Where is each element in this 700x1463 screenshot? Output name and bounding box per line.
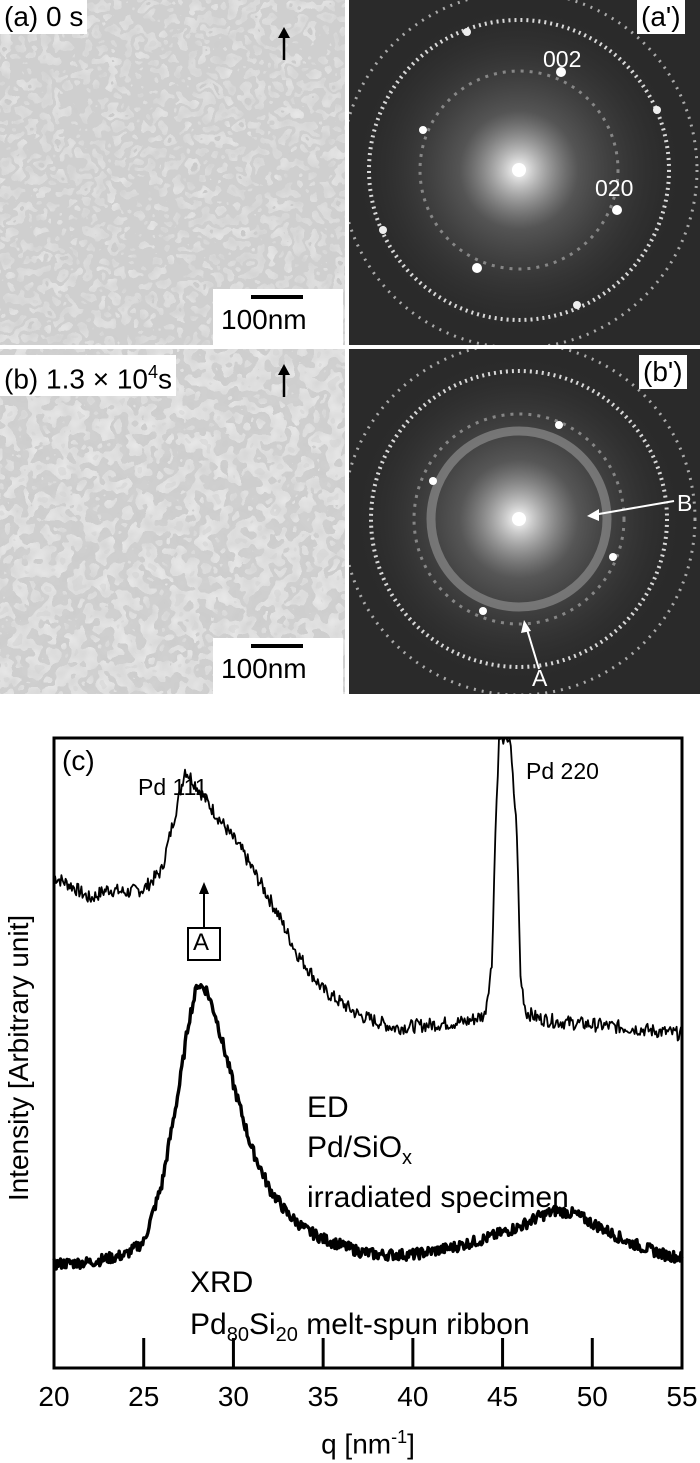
panel-a-prime-diffraction: (a') 002 020 (349, 0, 700, 345)
panel-b-grain-texture (0, 349, 345, 694)
panel-b-arrow-icon (278, 364, 290, 397)
panel-a-tag: (a) 0 s (0, 0, 88, 34)
legend-xrd-ribbon: melt-spun ribbon (297, 1308, 530, 1341)
panel-a-tag-text: (a) (4, 1, 39, 32)
plot-series (52, 737, 684, 1271)
series-line-xrd (52, 983, 684, 1271)
x-tick-label-30: 30 (218, 1381, 249, 1412)
panel-c-tag: (c) (62, 745, 95, 776)
legend-ed-pdsio: Pd/SiO (307, 1131, 403, 1164)
panel-b-time-exponent: 4 (148, 362, 159, 382)
legend-ed-line1: ED (307, 1091, 349, 1124)
marker-A-arrow-icon (187, 882, 221, 961)
x-tick-label-45: 45 (487, 1381, 518, 1412)
panel-b-prime-diffraction: (b') B A (349, 349, 700, 694)
panel-b-time-mantissa: 1.3 × 10 (46, 363, 148, 395)
x-tick-label-50: 50 (577, 1381, 608, 1412)
panel-b-prime-pattern (349, 349, 697, 694)
panel-a-arrow-icon (278, 27, 290, 60)
legend-xrd-line2: Pd80Si20 melt-spun ribbon (190, 1304, 530, 1356)
x-axis-label: q [nm-1] (0, 1420, 700, 1461)
panel-b-prime-tag: (b') (639, 355, 687, 389)
legend-xrd-si: Si (248, 1308, 276, 1341)
panel-a-time: 0 s (46, 1, 84, 32)
panel-b-scale-line (251, 644, 303, 648)
panel-a-micrograph: (a) 0 s 100nm (0, 0, 345, 345)
panel-a-grain-texture (0, 0, 345, 345)
x-axis-ticks: 20 25 30 35 40 45 50 55 (38, 1338, 698, 1412)
ring-label-A: A (532, 665, 548, 691)
panel-a-prime-pattern (349, 0, 699, 345)
panel-b-scale-bar: 100nm (213, 638, 343, 694)
x-axis-label-close: ] (407, 1428, 415, 1460)
legend-ed-line3: irradiated specimen (307, 1181, 569, 1214)
panel-b-scale-label: 100nm (221, 653, 307, 684)
panel-b-micrograph: (b) 1.3 × 104s 100nm (0, 349, 345, 694)
intensity-profile-chart: 20 25 30 35 40 45 50 55 (38, 736, 698, 1412)
x-tick-label-55: 55 (666, 1381, 697, 1412)
legend-ed: ED Pd/SiOx irradiated specimen (307, 1088, 569, 1218)
plot-frame (52, 736, 684, 1370)
pd111-label: Pd 111 (138, 774, 208, 800)
x-tick-label-25: 25 (128, 1381, 159, 1412)
legend-ed-subscript-x: x (402, 1147, 413, 1169)
ring-label-B: B (677, 490, 693, 516)
x-axis-label-text: q [nm (321, 1428, 392, 1460)
panel-b-tag: (b) 1.3 × 104s (0, 355, 177, 397)
panel-b-time-unit: s (158, 363, 173, 395)
spot-label-020: 020 (595, 175, 634, 201)
y-axis-label-text: Intensity [Arbitrary unit] (3, 914, 34, 1202)
marker-A-label: A (193, 929, 210, 956)
legend-xrd-line1: XRD (190, 1266, 254, 1299)
legend-xrd: XRD Pd80Si20 melt-spun ribbon (190, 1262, 530, 1356)
panel-a-scale-line (251, 295, 303, 299)
legend-ed-line2: Pd/SiOx (307, 1128, 569, 1178)
panel-b-prime-pointers (521, 500, 675, 670)
series-line-ed (53, 737, 683, 1042)
x-tick-label-40: 40 (397, 1381, 428, 1412)
panel-b-tag-text: (b) (4, 363, 39, 395)
legend-xrd-sub-20: 20 (275, 1324, 298, 1346)
legend-xrd-sub-80: 80 (226, 1324, 249, 1346)
panel-a-prime-tag: (a') (637, 0, 685, 34)
x-tick-label-35: 35 (308, 1381, 339, 1412)
spot-label-002: 002 (543, 46, 582, 72)
legend-xrd-pd: Pd (190, 1308, 227, 1341)
y-axis-label: Intensity [Arbitrary unit] (0, 878, 39, 1238)
x-axis-label-exponent: -1 (391, 1427, 408, 1447)
x-tick-label-20: 20 (38, 1381, 69, 1412)
panel-a-scale-label: 100nm (221, 304, 307, 335)
pd220-label: Pd 220 (526, 758, 599, 784)
panel-a-scale-bar: 100nm (213, 289, 343, 345)
